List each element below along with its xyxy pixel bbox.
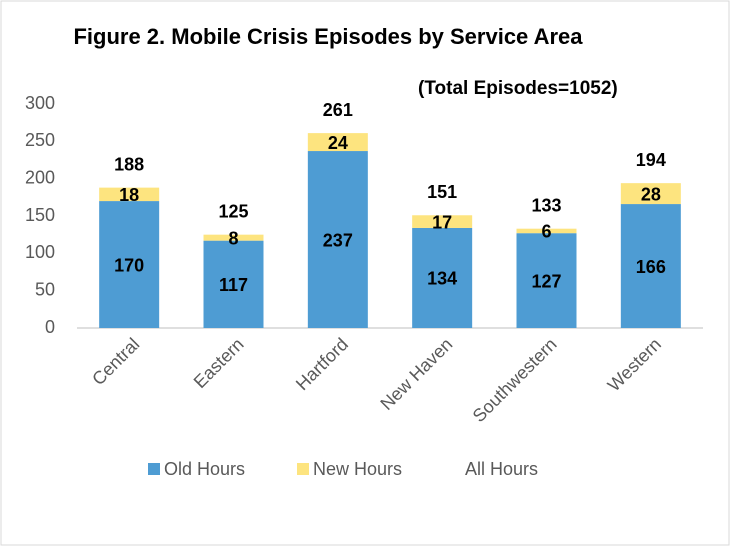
bar-segment — [620, 204, 681, 328]
total-label: 188 — [114, 154, 144, 174]
data-label: 17 — [432, 212, 452, 232]
bar-segment — [99, 187, 160, 202]
bar-segment — [307, 151, 368, 328]
y-tick-label: 150 — [25, 205, 55, 225]
bar-segment — [412, 215, 473, 228]
legend-label: New Hours — [313, 459, 402, 479]
legend-label: All Hours — [465, 459, 538, 479]
legend-label: Old Hours — [164, 459, 245, 479]
bar-segment — [412, 227, 473, 328]
data-label: 166 — [636, 257, 666, 277]
data-label: 117 — [219, 275, 248, 295]
data-label: 237 — [323, 230, 353, 250]
total-label: 151 — [427, 182, 457, 202]
bar-segment — [203, 234, 264, 241]
bar-segment — [99, 201, 160, 328]
y-tick-label: 250 — [25, 130, 55, 150]
data-label: 28 — [641, 184, 661, 204]
bar-segment — [620, 183, 681, 205]
legend-swatch — [148, 463, 160, 475]
y-tick-label: 50 — [35, 279, 55, 299]
bar-segment — [516, 233, 577, 328]
chart-subtitle: (Total Episodes=1052) — [418, 78, 618, 99]
data-label: 18 — [119, 185, 139, 205]
y-tick-label: 0 — [45, 317, 55, 337]
chart-title: Figure 2. Mobile Crisis Episodes by Serv… — [73, 24, 583, 49]
total-label: 125 — [218, 201, 248, 221]
data-label: 8 — [228, 228, 238, 248]
total-label: 194 — [636, 150, 666, 170]
data-label: 6 — [541, 222, 551, 242]
data-label: 127 — [531, 271, 561, 291]
total-label: 133 — [531, 195, 561, 215]
legend-swatch — [297, 463, 309, 475]
y-tick-label: 200 — [25, 167, 55, 187]
data-label: 170 — [114, 255, 144, 275]
total-label: 261 — [323, 100, 353, 120]
y-tick-label: 300 — [25, 93, 55, 113]
data-label: 134 — [427, 269, 457, 289]
bar-segment — [516, 228, 577, 234]
data-label: 24 — [328, 133, 348, 153]
y-tick-label: 100 — [25, 242, 55, 262]
bar-segment — [307, 133, 368, 152]
bar-segment — [203, 240, 264, 328]
